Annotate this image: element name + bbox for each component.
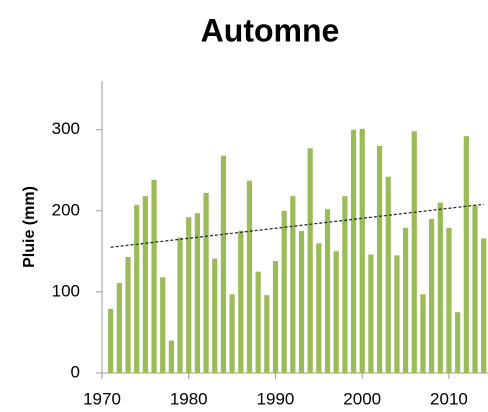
bar: [255, 271, 261, 373]
bar: [116, 282, 122, 373]
bar: [290, 196, 296, 373]
bar: [238, 231, 244, 373]
bar: [125, 257, 131, 373]
y-tick-label: 100: [52, 281, 80, 300]
bar: [472, 205, 478, 373]
bar: [168, 340, 174, 373]
y-tick-label: 300: [52, 119, 80, 138]
bar: [359, 128, 365, 373]
bar: [134, 205, 140, 373]
bar: [316, 243, 322, 373]
y-axis-label: Pluie (mm): [21, 186, 38, 268]
bar: [264, 295, 270, 373]
bar: [420, 294, 426, 373]
bar: [186, 217, 192, 373]
bar: [151, 179, 157, 373]
bar: [307, 148, 313, 373]
bar: [272, 261, 279, 373]
bar: [177, 237, 183, 373]
bar: [429, 218, 435, 373]
bar: [108, 308, 114, 373]
bar: [368, 254, 374, 373]
bar: [402, 227, 409, 373]
bar: [142, 196, 148, 373]
bar: [342, 196, 348, 373]
x-tick-label: 1970: [83, 389, 121, 408]
chart-title: Automne: [201, 12, 340, 48]
bar: [394, 255, 400, 373]
bar: [229, 294, 235, 373]
bar: [411, 131, 417, 373]
bar: [324, 209, 331, 373]
x-tick-label: 2000: [343, 389, 381, 408]
bar: [463, 136, 469, 373]
bar: [481, 238, 487, 373]
trend-line: [110, 203, 484, 248]
x-tick-label: 2010: [430, 389, 468, 408]
bar: [446, 227, 452, 373]
bar: [281, 210, 287, 373]
bar: [385, 176, 391, 373]
bar: [194, 213, 201, 373]
bar: [203, 192, 209, 373]
bar: [455, 312, 461, 373]
x-tick-label: 1980: [170, 389, 208, 408]
bar: [437, 202, 443, 373]
bar: [298, 231, 305, 373]
x-tick-label: 1990: [257, 389, 295, 408]
bar: [376, 145, 383, 373]
bar: [350, 129, 357, 373]
y-tick-label: 0: [71, 362, 80, 381]
bar: [160, 277, 166, 373]
y-tick-label: 200: [52, 200, 80, 219]
bar: [220, 155, 227, 373]
bar: [212, 258, 218, 373]
bar: [246, 180, 253, 373]
bar: [333, 251, 339, 373]
